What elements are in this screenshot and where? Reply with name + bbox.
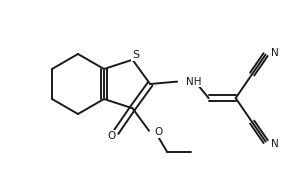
Text: N: N — [271, 48, 278, 58]
Text: O: O — [154, 127, 162, 137]
Text: S: S — [132, 50, 139, 60]
Text: NH: NH — [186, 77, 202, 87]
Text: N: N — [271, 139, 278, 149]
Text: O: O — [107, 131, 115, 141]
